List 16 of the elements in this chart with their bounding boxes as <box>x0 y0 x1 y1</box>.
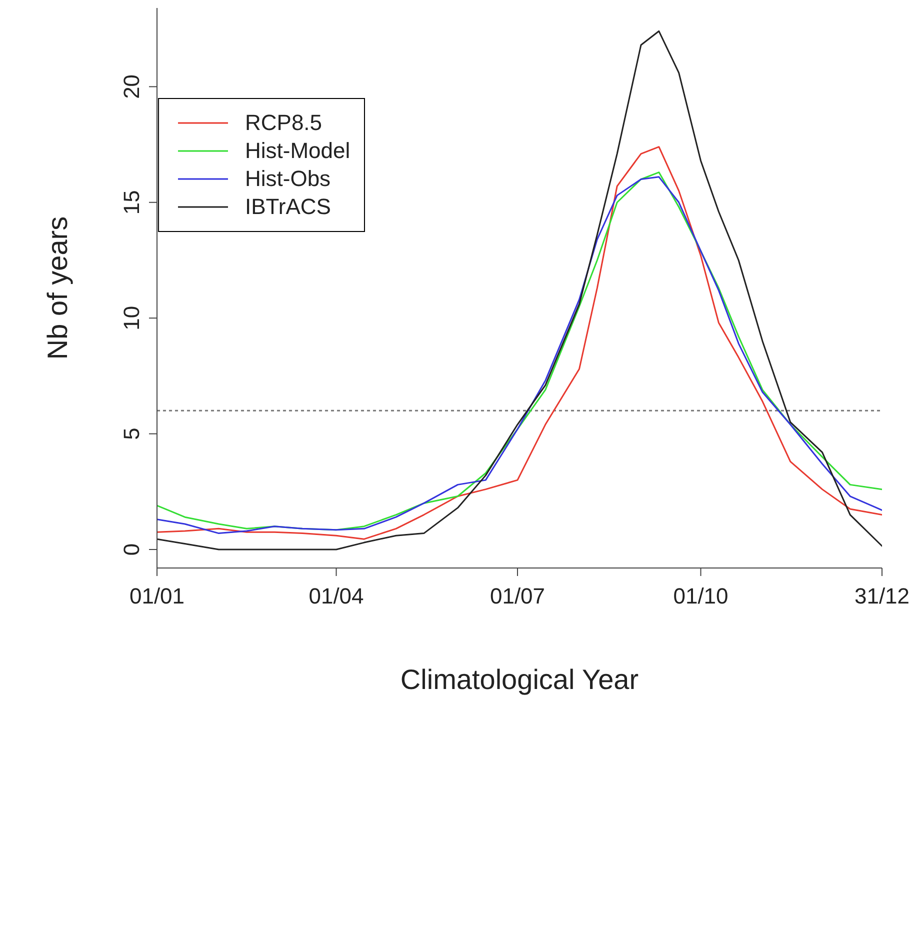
legend-label: Hist-Model <box>245 138 350 164</box>
x-tick-label: 01/04 <box>308 584 364 609</box>
legend-label: Hist-Obs <box>245 166 331 192</box>
y-tick-label: 10 <box>119 306 144 330</box>
y-tick-label: 15 <box>119 190 144 215</box>
y-axis-title: Nb of years <box>42 216 73 360</box>
x-tick-label: 01/01 <box>129 584 185 609</box>
x-tick-label: 01/07 <box>490 584 546 609</box>
y-tick-label: 5 <box>119 428 144 440</box>
x-tick-label: 01/10 <box>673 584 728 609</box>
y-tick-label: 0 <box>119 543 144 556</box>
legend-label: IBTrACS <box>245 194 331 220</box>
x-axis-title: Climatological Year <box>400 664 639 695</box>
x-tick-label: 31/12 <box>854 584 910 609</box>
legend-label: RCP8.5 <box>245 110 322 136</box>
y-tick-label: 20 <box>119 74 144 99</box>
